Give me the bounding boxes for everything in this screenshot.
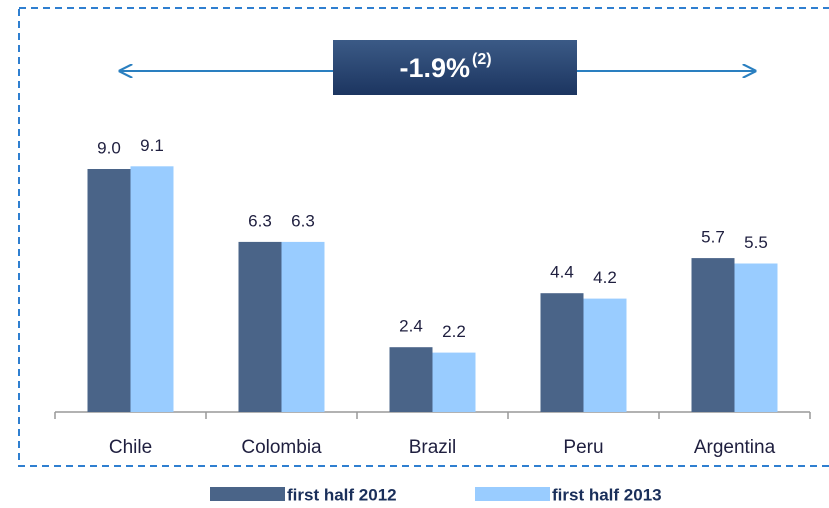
bar [583, 298, 627, 412]
annotation-box [333, 40, 577, 95]
value-label: 4.4 [550, 263, 574, 282]
bar [691, 258, 735, 412]
x-tick-label: Colombia [241, 437, 322, 458]
bar [540, 293, 584, 412]
bar [389, 347, 433, 412]
x-tick-label: Argentina [694, 437, 776, 458]
bar [281, 241, 325, 412]
bar [87, 169, 131, 412]
frame [18, 7, 829, 467]
value-label: 5.5 [744, 233, 768, 252]
value-label: 4.2 [593, 268, 617, 287]
bar [432, 352, 476, 412]
legend-label: first half 2012 [287, 485, 397, 504]
bar [238, 241, 282, 412]
annotation-note: (2) [472, 51, 492, 68]
value-label: 6.3 [291, 211, 315, 230]
annotation: -1.9% [399, 53, 470, 83]
x-tick-label: Peru [563, 437, 603, 458]
value-label: 2.2 [442, 322, 466, 341]
value-label: 2.4 [399, 317, 423, 336]
value-label: 5.7 [701, 228, 725, 247]
value-label: 9.0 [97, 138, 121, 157]
x-tick-label: Brazil [409, 437, 457, 458]
legend-swatch [210, 487, 285, 501]
value-label: 6.3 [248, 211, 272, 230]
bar [130, 166, 174, 412]
x-tick-label: Chile [109, 437, 152, 458]
legend-label: first half 2013 [552, 485, 662, 504]
bar [734, 263, 778, 412]
legend-swatch [475, 487, 550, 501]
value-label: 9.1 [140, 136, 164, 155]
